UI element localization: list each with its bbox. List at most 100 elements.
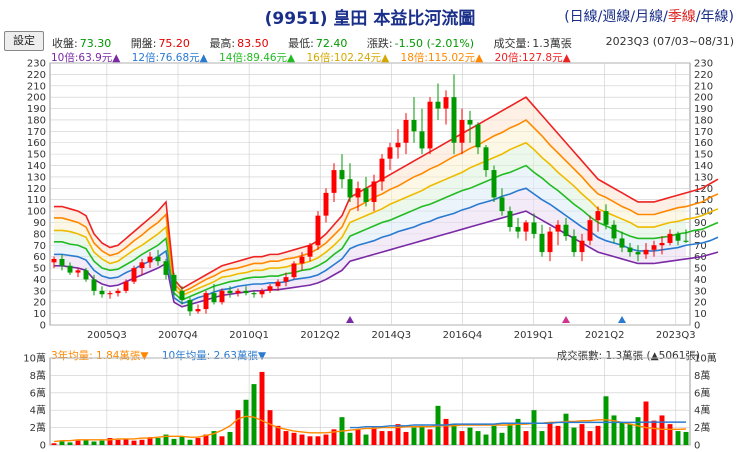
candle-body-31	[299, 256, 305, 264]
candle-body-38	[355, 188, 361, 198]
main-y-tick-right-19: 190	[694, 104, 713, 115]
candle-body-5	[91, 279, 97, 291]
volume-y-tick-left-2: 4萬	[30, 404, 46, 417]
volume-bar-13	[155, 438, 161, 445]
volume-bar-73	[635, 417, 641, 445]
candle-body-26	[259, 290, 265, 295]
high-value: 83.50	[237, 37, 269, 50]
volume-bar-6	[99, 440, 105, 445]
candle-body-41	[379, 158, 385, 182]
volume-bar-34	[323, 434, 329, 445]
volume-bar-26	[259, 371, 265, 445]
volume-y-tick-right-2: 4萬	[694, 404, 710, 417]
candle-body-53	[475, 124, 481, 148]
volume-bar-62	[547, 422, 553, 445]
candle-body-47	[427, 101, 433, 149]
period-weekly[interactable]: 週線	[602, 9, 631, 25]
period-yearly[interactable]: 年線	[700, 9, 729, 25]
candle-body-58	[515, 227, 521, 232]
candle-body-46	[419, 131, 425, 149]
river-band-2	[54, 142, 686, 300]
candle-body-79	[683, 240, 689, 242]
period-monthly[interactable]: 月線	[635, 9, 664, 25]
volume-bar-31	[299, 434, 305, 445]
volume-bar-72	[627, 424, 633, 445]
main-y-tick-left-8: 80	[33, 229, 46, 240]
volume-bar-57	[507, 424, 513, 445]
main-y-tick-left-21: 210	[27, 81, 46, 92]
volume-bar-59	[523, 431, 529, 445]
candle-body-11	[139, 262, 145, 269]
volume-bar-35	[331, 429, 337, 445]
volume-bar-66	[579, 424, 585, 445]
volume-bar-56	[499, 432, 505, 445]
band-marker-2	[618, 316, 626, 323]
main-y-tick-left-2: 20	[33, 298, 46, 309]
main-y-tick-left-17: 170	[27, 127, 46, 138]
volume-bar-30	[291, 432, 297, 445]
period-daily[interactable]: 日線	[569, 9, 598, 25]
candle-body-42	[387, 147, 393, 159]
main-y-tick-left-20: 200	[27, 93, 46, 104]
candle-body-44	[403, 119, 409, 143]
main-y-tick-left-1: 10	[33, 309, 46, 320]
open-value: 75.20	[158, 37, 190, 50]
candle-body-6	[99, 290, 105, 295]
band-marker-1	[562, 316, 570, 323]
volume-bar-39	[363, 434, 369, 445]
volume-y-tick-right-3: 6萬	[694, 386, 710, 399]
main-y-tick-right-7: 70	[694, 241, 707, 252]
river-band-1	[54, 165, 686, 304]
volume-bar-27	[267, 410, 273, 445]
volume-bar-38	[355, 429, 361, 445]
volume-bar-25	[251, 384, 257, 445]
volume-bar-58	[515, 418, 521, 445]
volume-bar-4	[83, 439, 89, 445]
main-y-tick-left-18: 180	[27, 115, 46, 126]
volume-bar-3	[75, 440, 81, 445]
settings-button[interactable]: 設定	[4, 31, 44, 51]
main-x-tick-8: 2023Q3	[656, 330, 696, 341]
candle-body-57	[507, 211, 513, 228]
candle-body-23	[235, 290, 241, 294]
band-legend: 10倍:63.9元▲ 12倍:76.68元▲ 14倍:89.46元▲ 16倍:1…	[51, 50, 579, 65]
candle-body-10	[131, 268, 137, 282]
legend-avg3: 3年均量: 1.84萬張▼	[51, 350, 149, 362]
volume-bar-1	[59, 441, 65, 445]
volume-bar-49	[443, 418, 449, 445]
main-y-tick-right-22: 220	[694, 70, 713, 81]
candle-body-72	[627, 247, 633, 253]
pe-line-1	[54, 187, 719, 305]
volume-bar-75	[651, 420, 657, 445]
main-x-tick-4: 2014Q3	[371, 330, 411, 341]
volume-bar-29	[283, 431, 289, 445]
volume-bar-24	[243, 399, 249, 445]
main-y-tick-left-13: 130	[27, 172, 46, 183]
candle-body-62	[547, 231, 553, 253]
main-y-tick-right-17: 170	[694, 127, 713, 138]
main-y-tick-left-0: 0	[40, 321, 46, 332]
main-y-tick-right-3: 30	[694, 286, 707, 297]
legend-16x: 16倍:102.24元▲	[306, 52, 390, 64]
volume-bar-74	[643, 401, 649, 445]
main-y-tick-left-19: 190	[27, 104, 46, 115]
river-band-4	[54, 97, 686, 292]
volume-y-tick-left-3: 6萬	[30, 386, 46, 399]
candle-body-70	[611, 224, 617, 239]
change-pct: (-2.01%)	[426, 37, 475, 50]
volume-bar-78	[675, 431, 681, 445]
main-y-tick-left-15: 150	[27, 150, 46, 161]
candle-body-34	[323, 192, 329, 216]
volume-bar-19	[203, 434, 209, 445]
period-quarterly[interactable]: 季線	[667, 9, 696, 25]
volume-y-tick-right-0: 0	[694, 441, 700, 452]
candle-body-7	[107, 293, 113, 295]
volume-bar-37	[347, 432, 353, 445]
main-y-tick-right-20: 200	[694, 93, 713, 104]
candle-body-4	[83, 270, 89, 280]
volume-y-tick-right-5: 10萬	[694, 352, 717, 365]
volume-bar-8	[115, 439, 121, 445]
change-value: -1.50	[394, 37, 424, 50]
band-marker-0	[346, 316, 354, 323]
volume-value: 1.3萬張	[532, 37, 572, 50]
